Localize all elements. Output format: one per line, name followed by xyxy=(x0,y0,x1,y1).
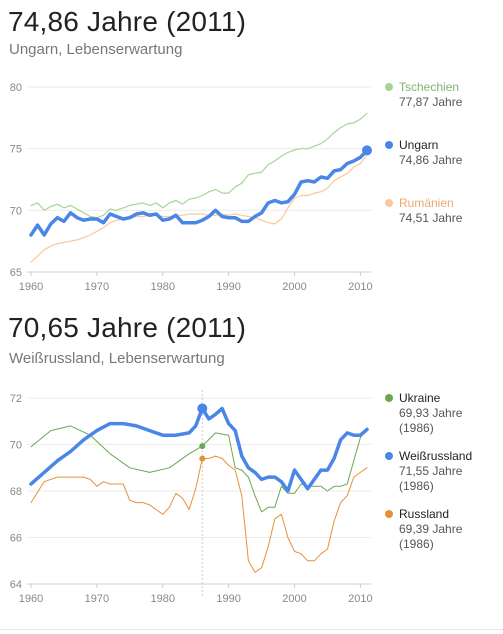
legend-note: (1986) xyxy=(399,537,434,551)
series-line-russland xyxy=(30,455,368,573)
x-tick-label: 1970 xyxy=(85,281,109,293)
legend-item-ungarn[interactable]: Ungarn 74,86 Jahre xyxy=(385,138,463,168)
legend-dot xyxy=(385,199,393,207)
series-line-tschechien xyxy=(30,112,368,219)
legend-name: Weißrussland xyxy=(399,449,473,463)
legend-name: Russland xyxy=(399,507,450,521)
legend-item-ukraine[interactable]: Ukraine 69,93 Jahre (1986) xyxy=(385,391,463,436)
legend-value: 69,39 Jahre xyxy=(399,522,463,536)
x-tick-label: 1960 xyxy=(19,281,43,293)
chart-panel-2: 70,65 Jahre (2011) Weißrussland, Lebense… xyxy=(0,300,503,634)
x-tick-label: 1990 xyxy=(216,593,240,605)
line-chart[interactable]: 65 70 75 80 1960 1970 1980 1990 2000 2010 xyxy=(0,0,503,300)
y-tick-label: 70 xyxy=(10,440,22,452)
bottom-divider xyxy=(0,629,503,630)
x-tick-label: 1980 xyxy=(151,281,175,293)
y-tick-label: 68 xyxy=(10,486,22,498)
line-chart[interactable]: 64 66 68 70 72 1960 1970 1980 1990 2000 2010 xyxy=(0,300,503,634)
legend-name: Tschechien xyxy=(399,80,460,94)
data-point-ukraine xyxy=(199,443,206,450)
x-tick-label: 1970 xyxy=(85,593,109,605)
legend-dot xyxy=(385,394,393,402)
legend-note: (1986) xyxy=(399,421,434,435)
x-tick-label: 1990 xyxy=(216,281,240,293)
y-tick-label: 65 xyxy=(10,267,22,279)
y-tick-label: 72 xyxy=(10,393,22,405)
x-tick-label: 1980 xyxy=(151,593,175,605)
chart-subtitle: Weißrussland, Lebenserwartung xyxy=(9,350,225,367)
y-tick-label: 75 xyxy=(10,144,22,156)
legend-value: 74,51 Jahre xyxy=(399,211,463,225)
legend-item-tschechien[interactable]: Tschechien 77,87 Jahre xyxy=(385,80,463,110)
y-tick-label: 66 xyxy=(10,533,22,545)
legend-value: 69,93 Jahre xyxy=(399,406,463,420)
x-tick-label: 2010 xyxy=(348,281,372,293)
legend-item-russland[interactable]: Russland 69,39 Jahre (1986) xyxy=(385,507,463,552)
legend-note: (1986) xyxy=(399,479,434,493)
chart-headline: 74,86 Jahre (2011) xyxy=(8,6,247,37)
series-line-weissrussland xyxy=(29,406,369,493)
legend-value: 71,55 Jahre xyxy=(399,464,463,478)
y-tick-label: 64 xyxy=(10,579,22,591)
legend-dot xyxy=(385,141,393,149)
series-line-ukraine xyxy=(30,425,368,513)
legend-value: 74,86 Jahre xyxy=(399,153,463,167)
x-tick-label: 2010 xyxy=(348,593,372,605)
legend-dot xyxy=(385,83,393,91)
legend-dot xyxy=(385,452,393,460)
series-line-rumaenien xyxy=(30,154,368,263)
legend-item-weissrussland[interactable]: Weißrussland 71,55 Jahre (1986) xyxy=(385,449,473,494)
legend-item-rumaenien[interactable]: Rumänien 74,51 Jahre xyxy=(385,196,463,226)
x-tick-label: 1960 xyxy=(19,593,43,605)
x-tick-label: 2000 xyxy=(282,593,306,605)
chart-panel-1: 74,86 Jahre (2011) Ungarn, Lebenserwartu… xyxy=(0,0,503,300)
legend-value: 77,87 Jahre xyxy=(399,95,463,109)
chart-subtitle: Ungarn, Lebenserwartung xyxy=(9,41,183,58)
legend-name: Ukraine xyxy=(399,391,441,405)
x-tick-label: 2000 xyxy=(282,281,306,293)
legend-dot xyxy=(385,510,393,518)
data-point-russland xyxy=(199,455,206,462)
chart-headline: 70,65 Jahre (2011) xyxy=(8,312,247,343)
legend-name: Ungarn xyxy=(399,138,439,152)
data-point-weissrussland xyxy=(197,403,208,414)
legend-name: Rumänien xyxy=(399,196,454,210)
data-point-ungarn xyxy=(362,145,372,156)
y-tick-label: 80 xyxy=(10,82,22,94)
series-line-ungarn xyxy=(29,148,369,237)
y-tick-label: 70 xyxy=(10,205,22,217)
